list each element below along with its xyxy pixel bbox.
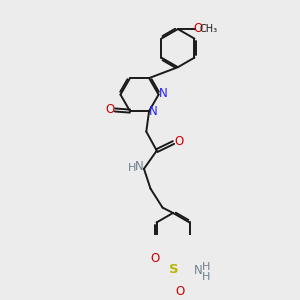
Text: H: H: [128, 163, 136, 173]
Text: O: O: [150, 252, 159, 265]
Text: N: N: [194, 264, 202, 278]
Text: O: O: [176, 285, 184, 298]
Text: O: O: [194, 22, 203, 35]
Text: H: H: [202, 272, 210, 282]
Text: N: N: [149, 105, 158, 118]
Text: O: O: [174, 135, 183, 148]
Text: CH₃: CH₃: [200, 24, 218, 34]
Text: O: O: [105, 103, 114, 116]
Text: N: N: [134, 160, 143, 173]
Text: N: N: [159, 87, 168, 100]
Text: S: S: [169, 263, 179, 276]
Text: H: H: [202, 262, 210, 272]
